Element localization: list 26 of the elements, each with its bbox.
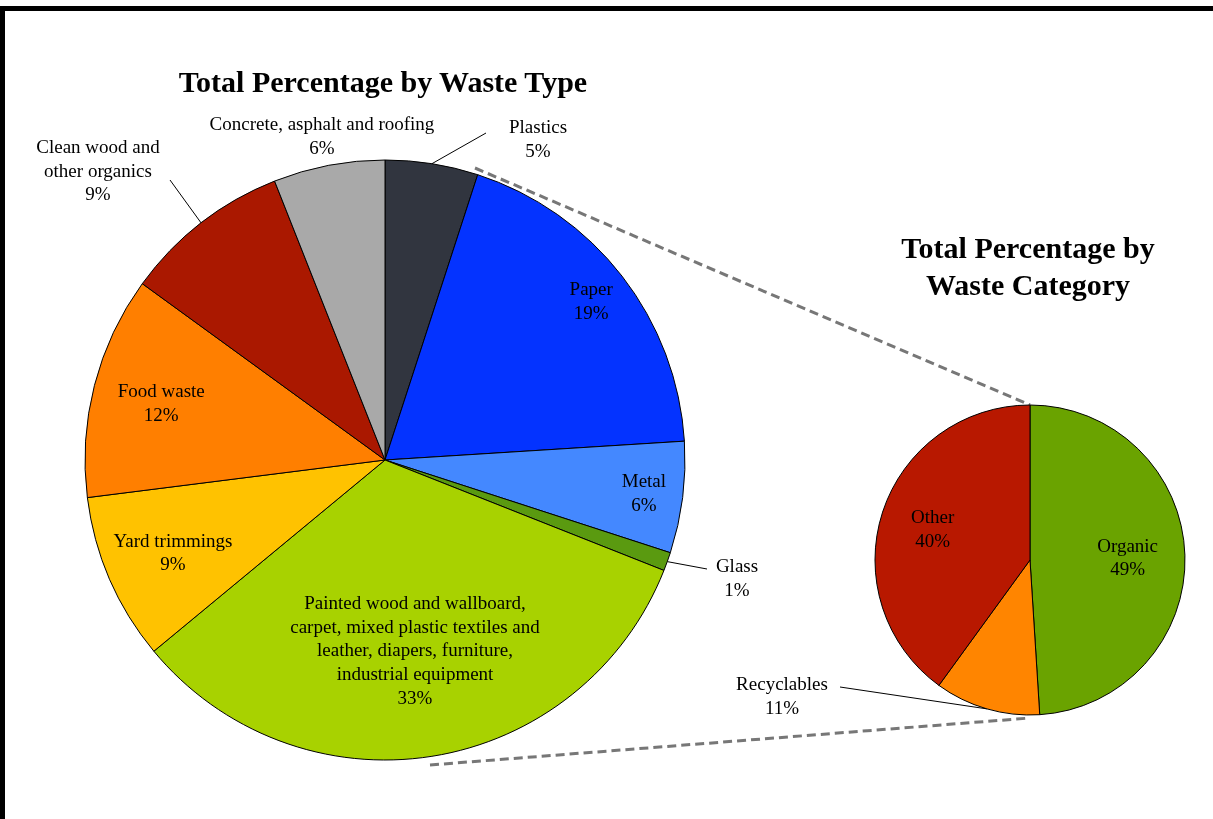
data-label: 19% <box>573 301 609 323</box>
slice-label: Organic <box>1097 534 1159 556</box>
data-label: 33% <box>397 686 433 708</box>
slice-label: Recyclables <box>736 672 828 694</box>
slice-label: Plastics <box>508 115 568 137</box>
slice-label: Metal <box>621 470 667 492</box>
slice-label: Paper <box>569 277 614 299</box>
data-label: 49% <box>1110 558 1146 580</box>
data-label: 5% <box>525 139 551 161</box>
slice-label: Glass <box>715 554 759 576</box>
data-label: 9% <box>85 183 111 205</box>
slice-label: Painted wood and wallboard, carpet, mixed plastic textiles and leather, diapers, furniture, industrial equipment <box>290 591 541 685</box>
data-label: 12% <box>143 404 179 426</box>
slice-label: Concrete, asphalt and roofing <box>209 112 435 134</box>
data-label: 40% <box>915 529 951 551</box>
slice-label: Food waste <box>117 380 205 402</box>
chart-title: Total Percentage by Waste Type <box>178 65 588 98</box>
slice-label: Other <box>911 506 956 528</box>
data-label: 9% <box>160 553 186 575</box>
chart-title: Total Percentage by Waste Category <box>901 231 1155 301</box>
data-label: 1% <box>724 578 750 600</box>
data-label: 6% <box>309 136 335 158</box>
slice-label: Clean wood and other organics <box>36 135 161 181</box>
data-label: 11% <box>764 696 800 718</box>
slice-label: Yard trimmings <box>113 529 233 551</box>
data-label: 6% <box>631 494 657 516</box>
